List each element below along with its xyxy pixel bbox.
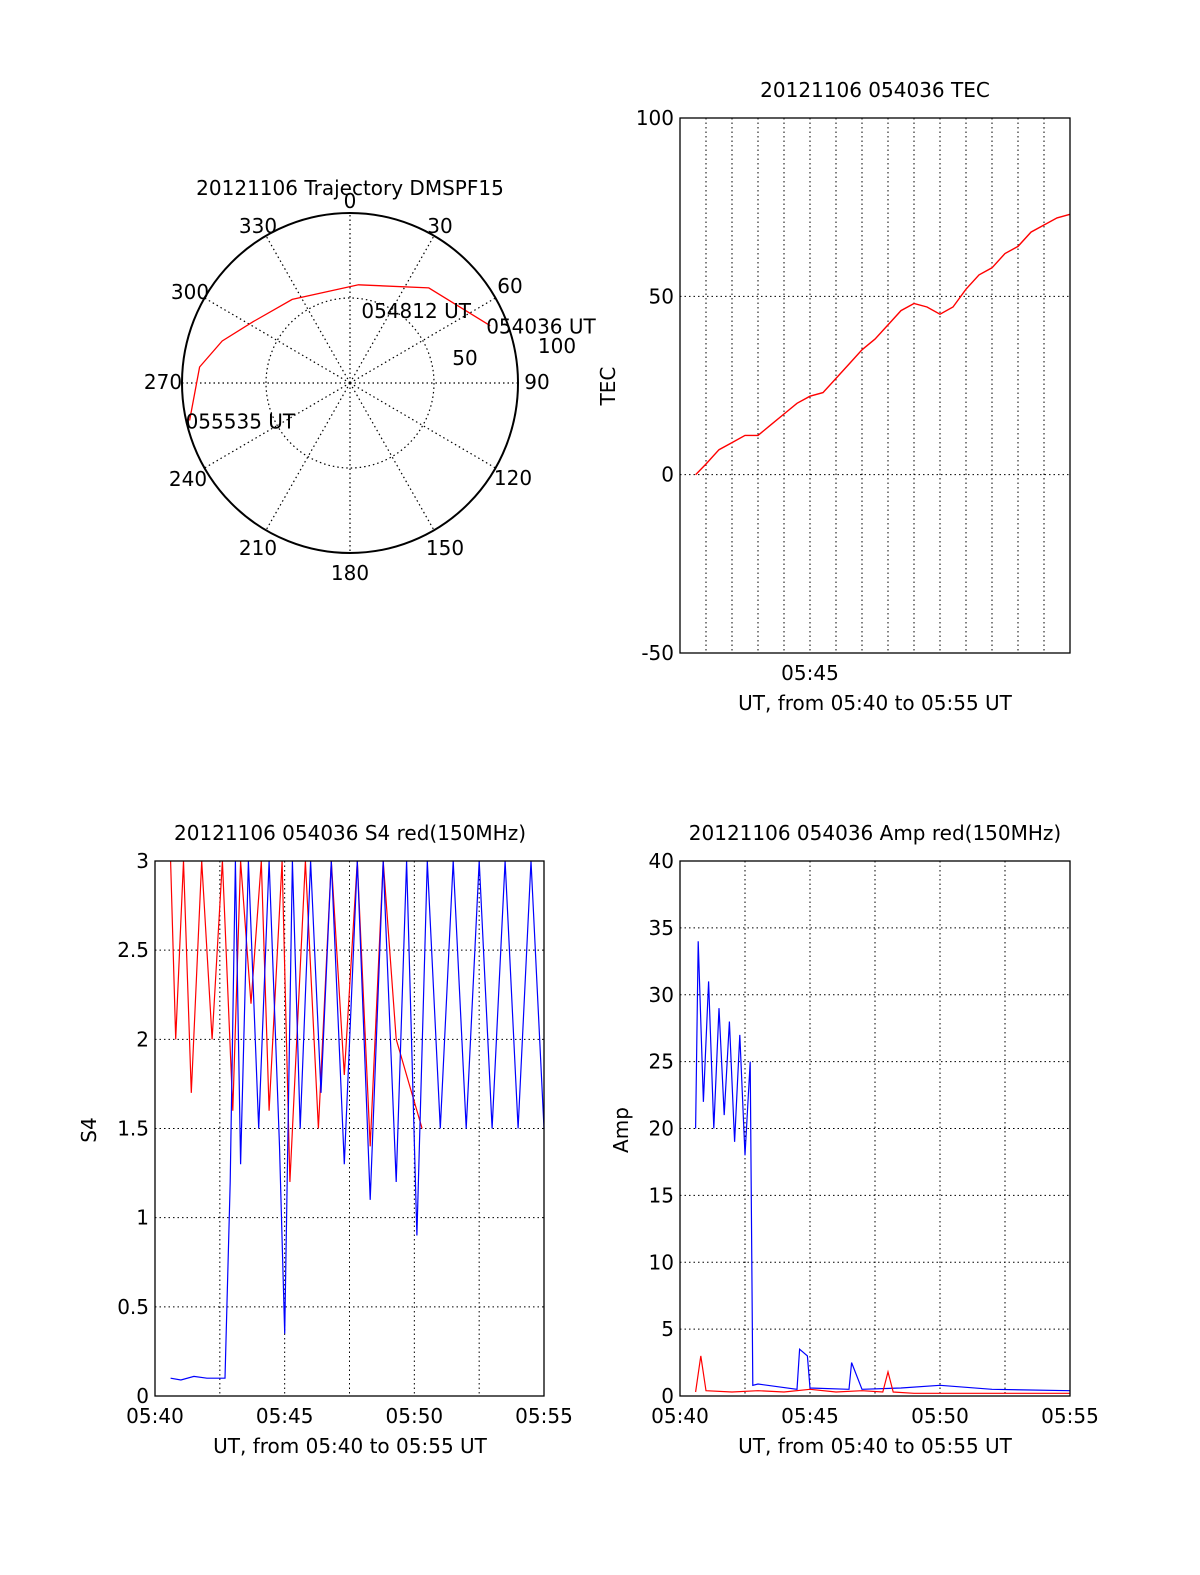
polar-spoke [349,235,435,384]
y-tick-label: 0 [136,1384,149,1408]
amp-xlabel: UT, from 05:40 to 05:55 UT [738,1434,1013,1458]
s4-title: 20121106 054036 S4 red(150MHz) [174,821,526,845]
y-tick-label: 0 [661,463,674,487]
trajectory-line [188,284,491,421]
amp-ylabel: Amp [609,1107,633,1153]
polar-azimuth-label: 210 [239,536,277,560]
polar-azimuth-label: 90 [524,370,549,394]
tec-plot: 20121106 054036 TEC UT, from 05:40 to 05… [596,78,1071,715]
trajectory-time-label: 054036 UT [486,315,596,339]
series-line [170,860,423,1183]
s4-plot: 20121106 054036 S4 red(150MHz) UT, from … [77,821,573,1458]
polar-azimuth-label: 240 [169,467,207,491]
y-tick-label: 20 [649,1117,674,1141]
polar-azimuth-label: 120 [494,466,532,490]
y-tick-label: 50 [649,284,674,308]
tec-title: 20121106 054036 TEC [760,78,990,102]
polar-spoke [265,235,351,384]
polar-azimuth-label: 270 [144,370,182,394]
y-tick-label: -50 [641,641,674,665]
polar-title: 20121106 Trajectory DMSPF15 [196,176,504,200]
x-tick-label: 05:50 [911,1404,969,1428]
polar-spoke [265,382,351,531]
y-tick-label: 100 [636,106,674,130]
y-tick-label: 1.5 [117,1117,149,1141]
tec-xlabel: UT, from 05:40 to 05:55 UT [738,691,1013,715]
y-tick-label: 2 [136,1027,149,1051]
polar-gridring-50 [265,297,435,469]
x-tick-label: 05:50 [386,1404,444,1428]
x-tick-label: 05:40 [126,1404,184,1428]
polar-spoke [349,297,496,384]
y-tick-label: 0.5 [117,1295,149,1319]
y-tick-label: 15 [649,1183,674,1207]
trajectory-polar-plot: 20121106 Trajectory DMSPF15 0 30 60 90 120 15… [144,176,597,585]
y-tick-label: 1 [136,1206,149,1230]
y-tick-label: 2.5 [117,938,149,962]
polar-azimuth-label: 330 [239,214,277,238]
x-tick-label: 05:55 [1041,1404,1099,1428]
plot-frame [679,860,1071,1397]
y-tick-label: 10 [649,1250,674,1274]
y-tick-label: 35 [649,916,674,940]
polar-azimuth-label: 0 [344,189,357,213]
tec-ylabel: TEC [596,367,620,407]
polar-spoke [204,382,351,469]
polar-azimuth-label: 300 [171,280,209,304]
x-tick-label: 05:40 [651,1404,709,1428]
plot-frame [679,117,1071,654]
y-tick-label: 30 [649,983,674,1007]
y-tick-label: 5 [661,1317,674,1341]
s4-xlabel: UT, from 05:40 to 05:55 UT [213,1434,488,1458]
polar-spoke [349,382,435,531]
polar-azimuth-label: 60 [497,274,522,298]
x-tick-label: 05:55 [515,1404,573,1428]
trajectory-time-label: 054812 UT [361,299,471,323]
polar-azimuth-label: 150 [426,536,464,560]
series-line [695,1355,1070,1394]
y-tick-label: 0 [661,1384,674,1408]
series-line [695,213,1071,476]
y-tick-label: 3 [136,849,149,873]
polar-azimuth-label: 180 [331,561,369,585]
polar-radial-label: 100 [538,334,576,358]
polar-spoke [349,382,496,469]
polar-radial-label: 50 [452,346,477,370]
polar-azimuth-label: 30 [427,214,452,238]
y-tick-label: 40 [649,849,674,873]
y-tick-label: 25 [649,1050,674,1074]
series-line [695,941,1071,1392]
s4-ylabel: S4 [77,1117,101,1142]
amp-plot: 20121106 054036 Amp red(150MHz) UT, from… [609,821,1099,1458]
x-tick-label: 05:45 [781,661,839,685]
x-tick-label: 05:45 [256,1404,314,1428]
amp-title: 20121106 054036 Amp red(150MHz) [689,821,1061,845]
trajectory-time-label: 055535 UT [186,409,296,433]
x-tick-label: 05:45 [781,1404,839,1428]
plot-frame [154,860,545,1397]
polar-spoke [204,297,351,384]
